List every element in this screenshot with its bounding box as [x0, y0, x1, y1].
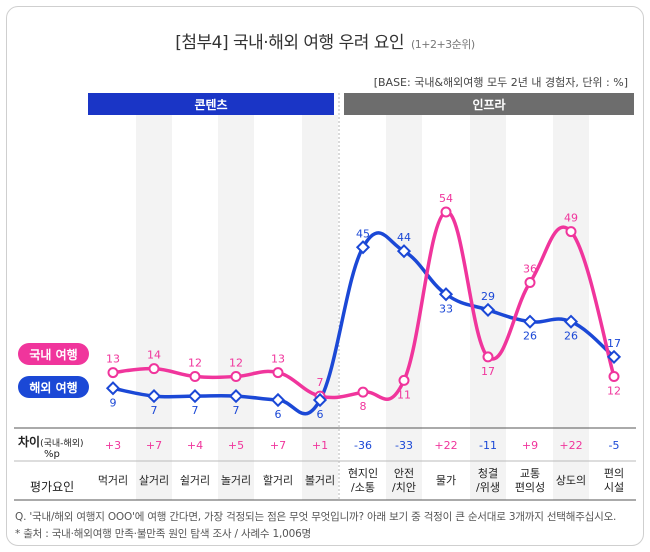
data-label-overseas: 7 — [151, 404, 158, 417]
footnote-question: Q. '국내/해외 여행지 OOO'에 여행 간다면, 가장 걱정되는 점은 무… — [15, 511, 617, 523]
diff-value: +3 — [105, 439, 121, 452]
point-overseas — [228, 389, 244, 404]
point-domestic — [230, 371, 242, 382]
point-overseas — [396, 244, 412, 259]
category-label: 상도의 — [556, 474, 586, 487]
data-label-domestic: 13 — [106, 353, 120, 366]
point-overseas — [522, 314, 538, 329]
data-label-domestic: 12 — [229, 357, 243, 370]
column-stripe — [218, 115, 254, 500]
data-label-overseas: 7 — [233, 404, 240, 417]
point-overseas — [563, 314, 579, 329]
data-label-domestic: 17 — [481, 365, 495, 378]
category-label: 청결/위생 — [476, 467, 500, 494]
group-band-content: 콘텐츠 — [88, 93, 334, 115]
data-label-overseas: 26 — [564, 330, 578, 343]
data-label-domestic: 12 — [188, 357, 202, 370]
chart-title: [첨부4] 국내·해외 여행 우려 요인 (1+2+3순위) — [0, 28, 650, 53]
point-domestic — [148, 363, 160, 375]
data-label-overseas: 9 — [110, 396, 117, 409]
category-label: 안전/치안 — [392, 467, 416, 494]
category-label: 볼거리 — [305, 474, 335, 487]
diff-row-label: 차이(국내-해외) — [18, 433, 83, 450]
data-label-overseas: 6 — [275, 408, 282, 421]
diff-value: -5 — [609, 439, 620, 452]
legend-overseas: 해외 여행 — [18, 376, 89, 398]
point-overseas — [270, 392, 286, 408]
point-overseas — [606, 349, 622, 364]
legend-domestic: 국내 여행 — [18, 343, 89, 365]
diff-value: +9 — [522, 439, 538, 452]
point-overseas — [355, 240, 371, 255]
title-text: [첨부4] 국내·해외 여행 우려 요인 — [175, 33, 405, 53]
data-label-domestic: 8 — [360, 400, 367, 413]
diff-value: +4 — [187, 439, 203, 452]
category-label: 물가 — [436, 474, 456, 487]
data-label-overseas: 6 — [317, 408, 324, 421]
data-label-overseas: 45 — [356, 227, 370, 240]
column-stripe — [386, 115, 422, 500]
point-domestic — [357, 386, 369, 398]
data-label-overseas: 17 — [607, 337, 621, 350]
footnote-source: * 출처 : 국내·해외여행 만족·불만족 원인 탐색 조사 / 사례수 1,0… — [15, 528, 312, 540]
point-domestic — [608, 371, 620, 382]
point-domestic — [524, 277, 536, 288]
point-domestic — [398, 374, 410, 386]
series-line-overseas — [111, 231, 616, 416]
data-label-domestic: 36 — [523, 263, 537, 276]
point-overseas — [480, 302, 496, 317]
category-label: 편의 시설 — [604, 467, 624, 494]
data-label-domestic: 14 — [147, 349, 161, 362]
data-label-domestic: 13 — [271, 353, 285, 366]
diff-label-small: (국내-해외) — [40, 439, 84, 449]
data-label-domestic: 11 — [397, 388, 411, 401]
column-stripe — [553, 115, 589, 500]
category-label: 놀거리 — [221, 474, 251, 487]
diff-value: +1 — [312, 439, 328, 452]
data-label-domestic: 49 — [564, 212, 578, 225]
diff-value: +22 — [559, 439, 582, 452]
point-overseas — [146, 389, 162, 404]
diff-unit-label: %p — [44, 449, 60, 460]
data-label-domestic: 7 — [317, 376, 324, 389]
diff-value: -33 — [395, 439, 413, 452]
point-domestic — [107, 367, 119, 379]
title-subtitle: (1+2+3순위) — [410, 38, 475, 51]
point-overseas — [187, 389, 203, 404]
data-label-domestic: 54 — [439, 192, 453, 205]
category-label: 살거리 — [139, 474, 169, 487]
point-domestic — [189, 371, 201, 382]
point-overseas — [312, 392, 328, 408]
base-note: [BASE: 국내&해외여행 모두 2년 내 경험자, 단위 : %] — [373, 76, 628, 89]
category-label: 먹거리 — [98, 474, 128, 487]
data-label-overseas: 33 — [439, 302, 453, 315]
category-row-label: 평가요인 — [30, 480, 75, 494]
category-label: 교통 편의성 — [515, 467, 545, 494]
group-band-infra: 인프라 — [344, 93, 634, 115]
data-label-overseas: 7 — [192, 404, 199, 417]
column-stripe — [136, 115, 172, 500]
diff-label-main: 차이 — [18, 435, 41, 449]
point-domestic — [272, 367, 284, 379]
diff-value: -36 — [354, 439, 372, 452]
diff-value: -11 — [479, 439, 497, 452]
data-label-overseas: 29 — [481, 290, 495, 303]
point-domestic — [482, 351, 494, 363]
diff-value: +7 — [270, 439, 286, 452]
diff-value: +7 — [146, 439, 162, 452]
column-stripe — [302, 115, 338, 500]
point-domestic — [440, 206, 452, 218]
category-label: 쉴거리 — [180, 474, 210, 487]
category-label: 현지인/소통 — [348, 467, 378, 494]
data-label-domestic: 12 — [607, 385, 621, 398]
point-overseas — [438, 287, 454, 302]
diff-value: +5 — [228, 439, 244, 452]
category-label: 할거리 — [263, 474, 293, 487]
point-domestic — [565, 226, 577, 238]
point-overseas — [105, 381, 121, 396]
data-label-overseas: 44 — [397, 231, 411, 244]
diff-value: +22 — [434, 439, 457, 452]
data-label-overseas: 26 — [523, 330, 537, 343]
